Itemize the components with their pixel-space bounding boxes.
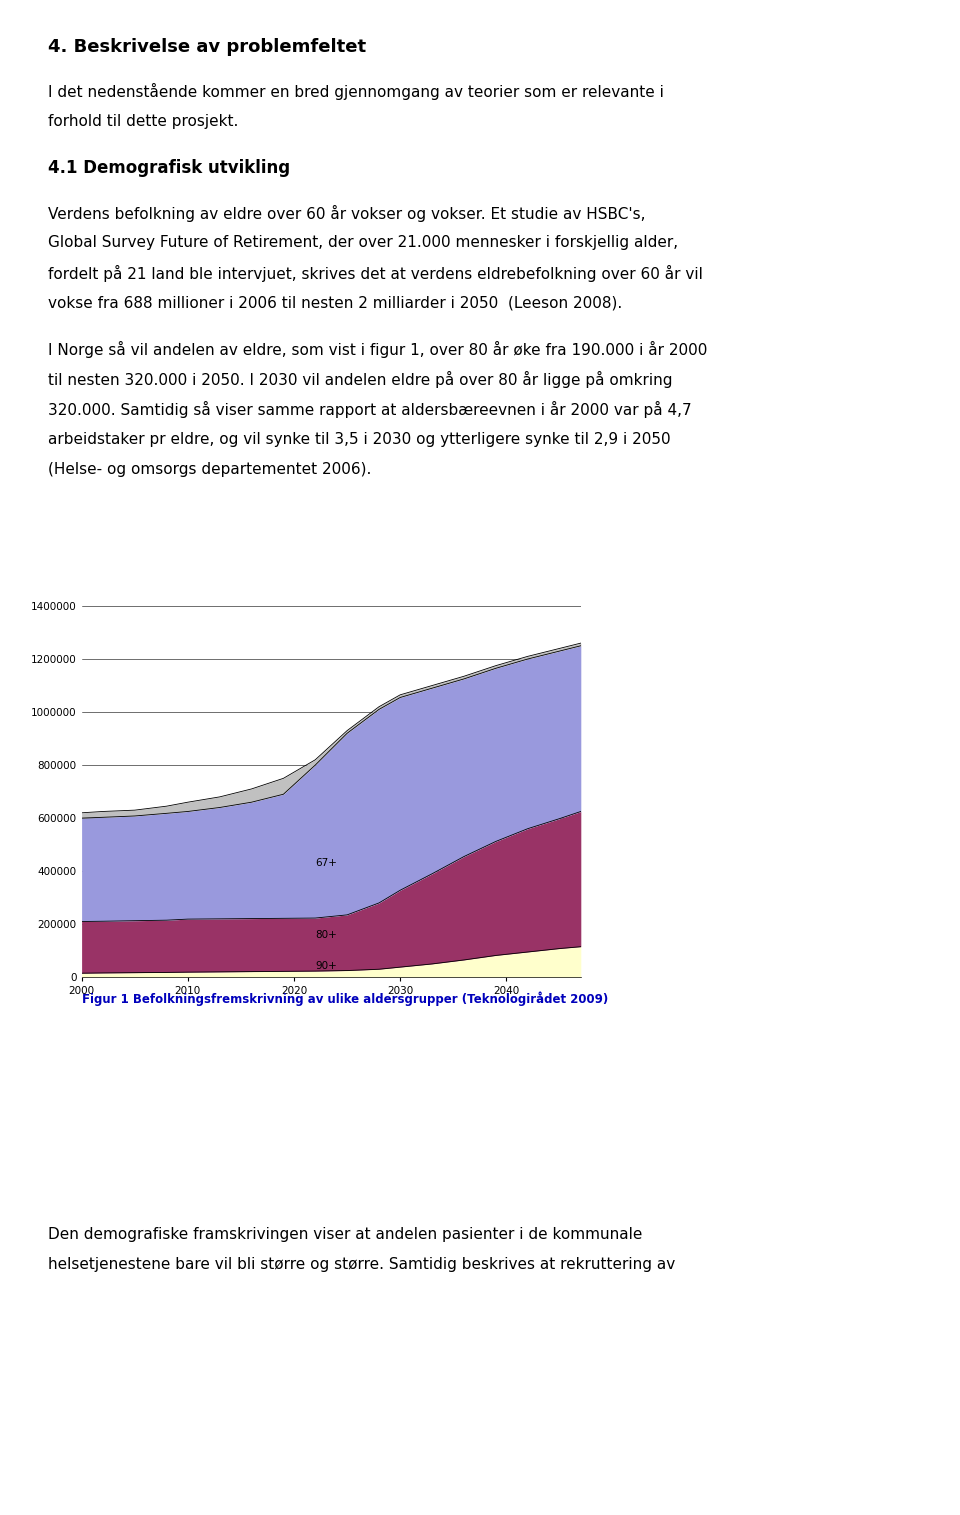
Text: 80+: 80+ (315, 930, 337, 939)
Text: 4.1 Demografisk utvikling: 4.1 Demografisk utvikling (48, 159, 290, 177)
Text: 67+: 67+ (315, 857, 337, 868)
Text: I Norge så vil andelen av eldre, som vist i figur 1, over 80 år øke fra 190.000 : I Norge så vil andelen av eldre, som vis… (48, 341, 708, 358)
Text: Figur 1 Befolkningsfremskrivning av ulike aldersgrupper (Teknologirådet 2009): Figur 1 Befolkningsfremskrivning av ulik… (82, 991, 608, 1006)
Text: Den demografiske framskrivingen viser at andelen pasienter i de kommunale: Den demografiske framskrivingen viser at… (48, 1227, 642, 1242)
Text: Global Survey Future of Retirement, der over 21.000 mennesker i forskjellig alde: Global Survey Future of Retirement, der … (48, 235, 678, 250)
Text: forhold til dette prosjekt.: forhold til dette prosjekt. (48, 114, 238, 129)
Text: vokse fra 688 millioner i 2006 til nesten 2 milliarder i 2050  (Leeson 2008).: vokse fra 688 millioner i 2006 til neste… (48, 295, 622, 311)
Text: (Helse- og omsorgs departementet 2006).: (Helse- og omsorgs departementet 2006). (48, 462, 372, 477)
Text: arbeidstaker pr eldre, og vil synke til 3,5 i 2030 og ytterligere synke til 2,9 : arbeidstaker pr eldre, og vil synke til … (48, 432, 671, 447)
Text: fordelt på 21 land ble intervjuet, skrives det at verdens eldrebefolkning over 6: fordelt på 21 land ble intervjuet, skriv… (48, 265, 703, 282)
Text: 4. Beskrivelse av problemfeltet: 4. Beskrivelse av problemfeltet (48, 38, 366, 56)
Text: Verdens befolkning av eldre over 60 år vokser og vokser. Et studie av HSBC's,: Verdens befolkning av eldre over 60 år v… (48, 205, 645, 221)
Text: til nesten 320.000 i 2050. I 2030 vil andelen eldre på over 80 år ligge på omkri: til nesten 320.000 i 2050. I 2030 vil an… (48, 371, 673, 388)
Text: 90+: 90+ (315, 961, 337, 971)
Text: helsetjenestene bare vil bli større og større. Samtidig beskrives at rekrutterin: helsetjenestene bare vil bli større og s… (48, 1257, 675, 1273)
Text: I det nedenstående kommer en bred gjennomgang av teorier som er relevante i: I det nedenstående kommer en bred gjenno… (48, 83, 664, 100)
Text: 320.000. Samtidig så viser samme rapport at aldersbæreevnen i år 2000 var på 4,7: 320.000. Samtidig så viser samme rapport… (48, 401, 691, 418)
